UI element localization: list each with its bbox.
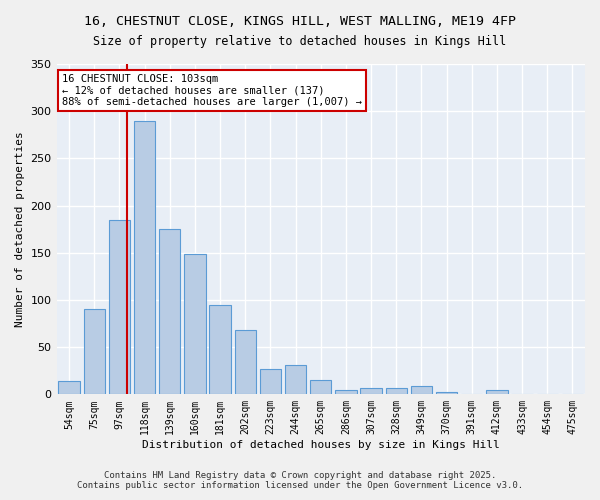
- Y-axis label: Number of detached properties: Number of detached properties: [15, 132, 25, 327]
- Bar: [260, 369, 281, 394]
- Bar: [411, 386, 432, 394]
- Text: Contains HM Land Registry data © Crown copyright and database right 2025.
Contai: Contains HM Land Registry data © Crown c…: [77, 470, 523, 490]
- Bar: [361, 388, 382, 394]
- Bar: [335, 390, 356, 394]
- Bar: [386, 388, 407, 394]
- Bar: [58, 381, 80, 394]
- Bar: [109, 220, 130, 394]
- Bar: [310, 380, 331, 394]
- Bar: [209, 304, 231, 394]
- Bar: [235, 330, 256, 394]
- Bar: [83, 310, 105, 394]
- Bar: [436, 392, 457, 394]
- X-axis label: Distribution of detached houses by size in Kings Hill: Distribution of detached houses by size …: [142, 440, 500, 450]
- Bar: [486, 390, 508, 394]
- Bar: [134, 120, 155, 394]
- Bar: [159, 229, 181, 394]
- Bar: [285, 365, 307, 394]
- Text: Size of property relative to detached houses in Kings Hill: Size of property relative to detached ho…: [94, 35, 506, 48]
- Bar: [184, 254, 206, 394]
- Text: 16, CHESTNUT CLOSE, KINGS HILL, WEST MALLING, ME19 4FP: 16, CHESTNUT CLOSE, KINGS HILL, WEST MAL…: [84, 15, 516, 28]
- Text: 16 CHESTNUT CLOSE: 103sqm
← 12% of detached houses are smaller (137)
88% of semi: 16 CHESTNUT CLOSE: 103sqm ← 12% of detac…: [62, 74, 362, 107]
